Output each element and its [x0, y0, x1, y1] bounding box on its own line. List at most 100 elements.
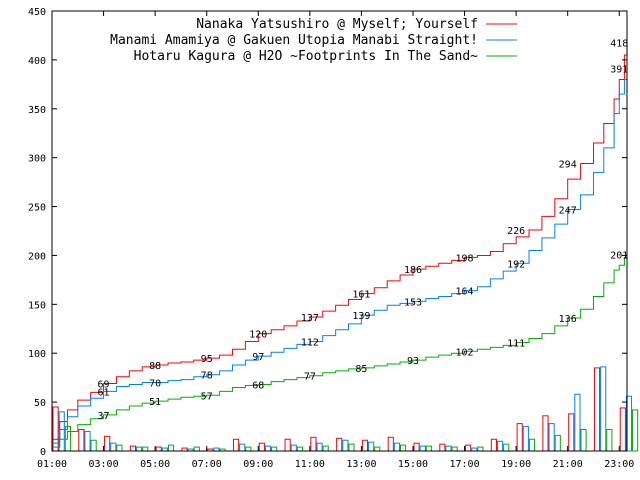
- x-tick-label: 19:00: [501, 459, 531, 470]
- axes: 0 50 100 150 200 250 300 350 400 450 01:00 03:00 05:…: [28, 7, 634, 470]
- data-label: 136: [559, 314, 577, 325]
- hourly-bar: [232, 438, 240, 452]
- data-label: 391: [610, 65, 628, 76]
- y-tick-label: 400: [28, 56, 46, 67]
- hourly-bar: [167, 444, 175, 452]
- data-label: 192: [507, 259, 525, 270]
- y-tick-label: 150: [28, 300, 46, 311]
- series-line: [52, 68, 628, 444]
- data-label: 139: [352, 311, 370, 322]
- hourly-bar: [104, 435, 111, 452]
- hourly-bar: [374, 446, 381, 452]
- hourly-bar: [110, 442, 117, 452]
- data-label: 93: [407, 356, 419, 367]
- x-tick-label: 13:00: [346, 459, 376, 470]
- data-labels: 69 88 95 120 137 161 186 198 226 294 418 61 70 78 97 11…: [98, 38, 629, 422]
- x-tick-label: 15:00: [398, 459, 428, 470]
- data-label: 247: [559, 205, 577, 216]
- data-label: 161: [352, 290, 370, 301]
- data-label: 61: [98, 387, 110, 398]
- hourly-bar: [528, 438, 536, 452]
- hourly-bar: [425, 445, 432, 452]
- data-label: 120: [249, 330, 267, 341]
- data-label: 418: [610, 38, 628, 49]
- hourly-bar: [116, 444, 123, 452]
- data-label: 137: [301, 313, 319, 324]
- data-label: 164: [456, 287, 474, 298]
- hourly-bar: [399, 444, 407, 452]
- hourly-bar: [142, 446, 149, 452]
- y-tick-label: 350: [28, 105, 46, 116]
- data-label: 153: [404, 297, 422, 308]
- hourly-bar: [477, 446, 484, 452]
- data-label: 77: [304, 372, 316, 383]
- series-line: [52, 254, 628, 448]
- data-label: 198: [456, 253, 474, 264]
- data-label: 111: [507, 338, 525, 349]
- hourly-bar: [387, 436, 394, 452]
- hourly-bar: [496, 440, 504, 452]
- data-label: 226: [507, 226, 525, 237]
- hourly-bar: [574, 393, 581, 452]
- y-tick-label: 200: [28, 251, 46, 262]
- hourly-bar: [419, 445, 426, 452]
- hourly-bar: [135, 446, 143, 452]
- x-tick-label: 09:00: [243, 459, 273, 470]
- data-label: 95: [201, 354, 213, 365]
- hourly-bar: [522, 426, 529, 452]
- plot-frame: [51, 10, 628, 452]
- hourly-bar: [503, 443, 510, 452]
- data-label: 186: [404, 265, 422, 276]
- hourly-bar: [568, 413, 575, 452]
- hourly-bar: [451, 446, 458, 452]
- legend-entry-label: Manami Amamiya @ Gakuen Utopia Manabi St…: [110, 33, 478, 48]
- legend: Nanaka Yatsushiro @ Myself; YourselfMana…: [110, 17, 517, 64]
- hourly-bar: [193, 446, 200, 452]
- hourly-bar: [129, 445, 136, 452]
- hourly-bar: [393, 442, 400, 452]
- hourly-bar: [445, 445, 452, 452]
- data-label: 37: [98, 411, 110, 422]
- hourly-bar: [548, 423, 555, 452]
- y-tick-label: 50: [34, 398, 46, 409]
- legend-entry-label: Nanaka Yatsushiro @ Myself; Yourself: [196, 17, 478, 32]
- hourly-bar: [239, 443, 246, 452]
- hourly-bar: [619, 407, 626, 452]
- hourly-bar: [632, 409, 639, 452]
- data-label: 51: [149, 397, 161, 408]
- data-label: 69: [98, 380, 110, 391]
- hourly-bar: [413, 442, 420, 452]
- hourly-bars: [52, 366, 639, 452]
- hourly-bar: [516, 423, 523, 452]
- x-tick-label: 03:00: [89, 459, 119, 470]
- data-label: 70: [149, 379, 161, 390]
- hourly-bar: [78, 428, 85, 452]
- y-tick-label: 450: [28, 7, 46, 18]
- hourly-bar: [155, 446, 162, 452]
- series-line: [52, 40, 628, 440]
- x-tick-label: 05:00: [140, 459, 170, 470]
- hourly-bar: [271, 446, 278, 452]
- hourly-bar: [361, 439, 369, 452]
- hourly-bar: [465, 444, 472, 452]
- data-label: 201: [610, 250, 628, 261]
- hourly-bar: [593, 367, 601, 452]
- hourly-bar: [52, 406, 59, 452]
- y-tick-label: 250: [28, 203, 46, 214]
- hourly-bar: [290, 444, 297, 452]
- hourly-bar: [258, 442, 265, 452]
- hourly-bar: [84, 430, 91, 452]
- hourly-bar: [554, 434, 561, 452]
- hourly-bar: [368, 441, 375, 452]
- legend-entry-label: Hotaru Kagura @ H2O ~Footprints In The S…: [134, 49, 479, 64]
- data-label: 294: [559, 160, 577, 171]
- data-label: 57: [201, 391, 213, 402]
- hourly-bar: [439, 443, 446, 452]
- hourly-bar: [264, 445, 272, 452]
- hourly-bar: [348, 443, 355, 452]
- hourly-bar: [90, 439, 97, 452]
- data-label: 88: [149, 361, 161, 372]
- y-tick-label: 300: [28, 154, 46, 165]
- hourly-bar: [542, 415, 549, 452]
- hourly-bar: [322, 445, 329, 452]
